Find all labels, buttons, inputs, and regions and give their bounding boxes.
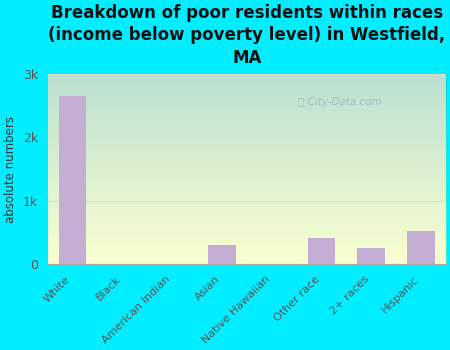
- Bar: [357, 248, 385, 265]
- Title: Breakdown of poor residents within races
(income below poverty level) in Westfie: Breakdown of poor residents within races…: [48, 4, 445, 66]
- Bar: [59, 96, 86, 265]
- Bar: [208, 245, 235, 265]
- Bar: [407, 231, 435, 265]
- Y-axis label: absolute numbers: absolute numbers: [4, 116, 17, 223]
- Text: ⓘ City-Data.com: ⓘ City-Data.com: [298, 97, 382, 107]
- Bar: [308, 238, 335, 265]
